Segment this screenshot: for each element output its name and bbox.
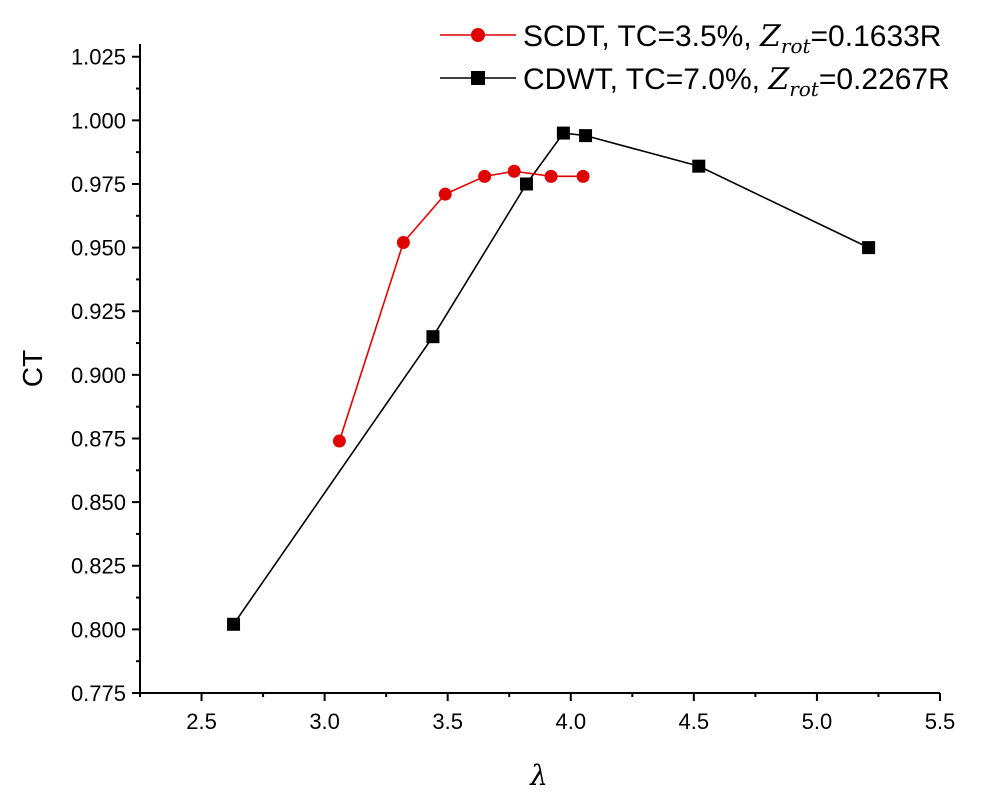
y-tick-label: 0.950 [71, 236, 126, 261]
legend-label-1: CDWT, TC=7.0%, Zrot=0.2267R [523, 62, 950, 101]
legend-marker-square [471, 71, 485, 85]
data-point-square [227, 617, 241, 631]
data-point-square [519, 177, 533, 191]
y-tick-label: 0.850 [71, 490, 126, 515]
x-tick-label: 5.0 [802, 709, 833, 734]
x-tick-label: 3.0 [309, 709, 340, 734]
legend-prefix: SCDT, TC=3.5%, [523, 20, 760, 53]
legend-prefix: CDWT, TC=7.0%, [523, 63, 768, 96]
data-point-circle [438, 187, 452, 201]
y-tick-label: 0.925 [71, 299, 126, 324]
y-tick-label: 0.775 [71, 681, 126, 706]
data-point-circle [396, 236, 410, 250]
legend-marker-circle [471, 28, 485, 42]
x-tick-label: 2.5 [186, 709, 217, 734]
y-tick-label: 0.825 [71, 554, 126, 579]
x-tick-label: 3.5 [432, 709, 463, 734]
legend-suffix: =0.2267R [819, 63, 950, 96]
data-point-circle [478, 169, 492, 183]
y-tick-label: 1.000 [71, 108, 126, 133]
legend-symbol: Z [767, 62, 790, 97]
y-tick-label: 0.975 [71, 172, 126, 197]
data-series [227, 126, 876, 631]
x-tick-label: 4.0 [555, 709, 586, 734]
x-tick-label: 5.5 [925, 709, 956, 734]
legend-symbol: Z [759, 19, 782, 54]
x-tick-label: 4.5 [679, 709, 710, 734]
axis-labels: CT λ [17, 350, 548, 792]
series-line-0 [338, 170, 584, 442]
data-point-circle [332, 434, 346, 448]
legend-label-0: SCDT, TC=3.5%, Zrot=0.1633R [523, 19, 941, 58]
axes: 0.775 0.800 0.825 0.850 0.875 0.900 0.925 0.950… [71, 44, 955, 734]
series-line-1 [232, 132, 869, 625]
legend-subscript: rot [781, 34, 812, 58]
y-tick-label: 1.025 [71, 45, 126, 70]
legend-suffix: =0.1633R [811, 20, 942, 53]
y-tick-label: 0.875 [71, 426, 126, 451]
data-point-square [862, 241, 876, 255]
data-point-circle [507, 164, 521, 178]
data-point-square [692, 159, 706, 173]
y-axis-title: CT [17, 350, 48, 387]
data-point-square [556, 126, 570, 140]
y-tick-label: 0.900 [71, 363, 126, 388]
y-tick-label: 0.800 [71, 617, 126, 642]
legend-subscript: rot [789, 77, 820, 101]
data-point-square [426, 330, 440, 344]
data-point-circle [544, 169, 558, 183]
data-point-square [579, 129, 593, 143]
data-point-circle [576, 169, 590, 183]
x-axis-title: λ [529, 759, 548, 792]
